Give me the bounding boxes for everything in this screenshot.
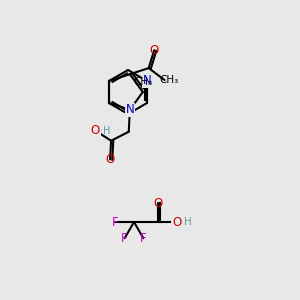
Text: O: O: [91, 124, 100, 137]
Text: N: N: [125, 103, 134, 116]
Text: O: O: [149, 44, 159, 57]
Text: F: F: [112, 215, 119, 229]
Text: CH₃: CH₃: [134, 77, 153, 87]
Text: O: O: [172, 215, 181, 229]
Text: F: F: [140, 232, 147, 245]
Text: H: H: [184, 217, 192, 227]
Text: CH₃: CH₃: [159, 75, 178, 85]
Text: O: O: [153, 197, 163, 210]
Text: N: N: [143, 74, 152, 88]
Text: O: O: [106, 153, 115, 166]
Text: ·H: ·H: [100, 126, 111, 136]
Text: F: F: [121, 232, 128, 245]
